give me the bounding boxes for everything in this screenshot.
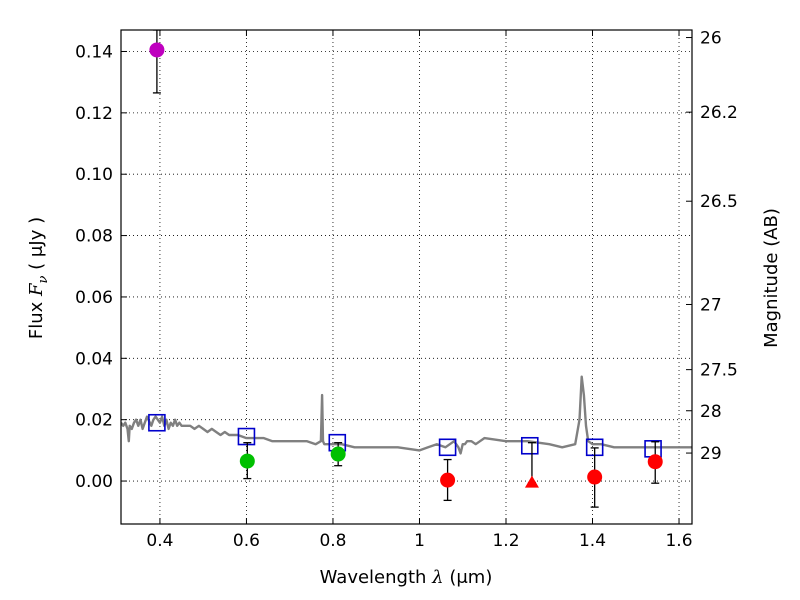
x-tick-label: 0.6 bbox=[233, 531, 260, 551]
y-tick-label: 0.04 bbox=[75, 349, 113, 369]
y-tick-label: 0.14 bbox=[75, 42, 113, 62]
x-axis-title-unit: (μm) bbox=[449, 567, 492, 588]
model-photometry-square bbox=[237, 427, 256, 446]
observed-photometry-layer bbox=[149, 30, 663, 508]
observed-point bbox=[330, 446, 346, 462]
model-photometry-square bbox=[438, 438, 457, 457]
observed-point bbox=[587, 469, 603, 485]
y-tick-label: 0.10 bbox=[75, 165, 113, 185]
plot-frame bbox=[120, 29, 693, 525]
right-tick-label: 27.5 bbox=[700, 361, 738, 381]
y-tick-label: 0.00 bbox=[75, 472, 113, 492]
x-tick-label: 1.4 bbox=[579, 531, 606, 551]
x-tick-label: 1 bbox=[414, 531, 425, 551]
observed-point bbox=[440, 472, 456, 488]
x-tick-label: 1.6 bbox=[665, 531, 692, 551]
right-tick-label: 28 bbox=[700, 402, 722, 422]
x-tick-label: 1.2 bbox=[492, 531, 519, 551]
y-axis-title-subscript: ν bbox=[36, 275, 51, 283]
right-tick-label: 26 bbox=[700, 29, 722, 49]
right-axis-title: Magnitude (AB) bbox=[761, 208, 782, 348]
observed-point bbox=[647, 454, 663, 470]
x-axis-title-symbol: λ bbox=[431, 567, 443, 588]
x-tick-label: 0.4 bbox=[146, 531, 173, 551]
observed-point bbox=[149, 42, 165, 58]
observed-upper-limit-triangle bbox=[524, 475, 539, 488]
y-axis-title-unit: ( μJy ) bbox=[26, 217, 47, 270]
y-tick-label: 0.06 bbox=[75, 288, 113, 308]
right-tick-label: 26.2 bbox=[700, 103, 738, 123]
right-tick-label: 26.5 bbox=[700, 192, 738, 212]
model-photometry-square bbox=[148, 413, 166, 432]
x-axis-title-prefix: Wavelength bbox=[320, 567, 427, 588]
observed-point bbox=[239, 453, 255, 469]
y-tick-label: 0.08 bbox=[75, 227, 113, 247]
right-tick-label: 29 bbox=[700, 444, 722, 464]
x-axis-title: Wavelength λ (μm) bbox=[320, 567, 493, 588]
y-axis-title: Flux Fν ( μJy ) bbox=[26, 217, 51, 339]
x-tick-label: 0.8 bbox=[319, 531, 346, 551]
y-tick-label: 0.12 bbox=[75, 104, 113, 124]
right-tick-label: 27 bbox=[700, 295, 722, 315]
axis-ticks: 0.4 0.6 0.8 1 1.2 1.4 1.6 0.00 0.02 0.04 0.06 0.08 0… bbox=[75, 29, 738, 551]
y-axis-title-symbol: F bbox=[26, 282, 47, 297]
model-photometry-square bbox=[520, 436, 539, 455]
y-axis-title-prefix: Flux bbox=[26, 301, 47, 339]
y-tick-label: 0.02 bbox=[75, 411, 113, 431]
